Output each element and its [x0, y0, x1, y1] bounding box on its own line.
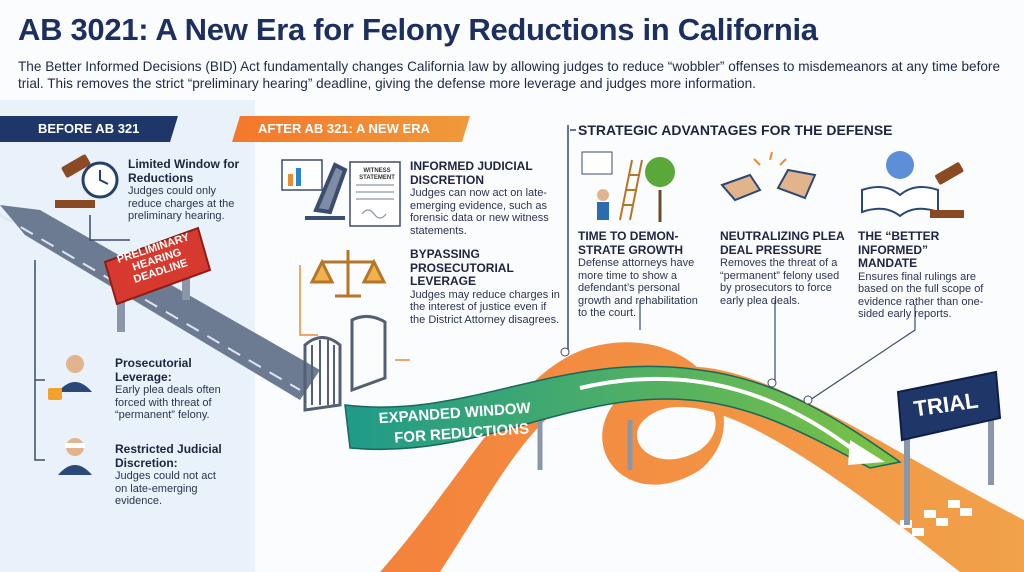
road-lines — [0, 214, 301, 391]
item-title: Limited Window for Reductions — [128, 157, 240, 185]
item-text: Defense attorneys have more time to show… — [578, 257, 698, 319]
lock-icon — [48, 388, 62, 400]
advantages-title: STRATEGIC ADVANTAGES FOR THE DEFENSE — [578, 122, 893, 138]
title: AB 3021: A New Era for Felony Reductions… — [18, 12, 818, 47]
old-road — [0, 205, 320, 400]
connector — [639, 300, 916, 401]
item-title: NEUTRALIZING PLEA DEAL PRESSURE — [720, 229, 845, 257]
item-title: BYPASSING PROSECUTORIAL LEVERAGE — [410, 247, 514, 288]
spark-icon — [753, 151, 787, 166]
person-icon — [66, 355, 84, 373]
sign-post — [904, 420, 910, 525]
item-title: INFORMED JUDICIAL DISCRETION — [410, 159, 533, 187]
gavel-icon — [61, 154, 91, 178]
before-panel — [0, 100, 255, 572]
item-text: Early plea deals often forced with threa… — [115, 384, 221, 421]
after-label: AFTER AB 321: A NEW ERA — [258, 121, 430, 136]
connector — [567, 125, 576, 355]
connector-dot — [803, 395, 813, 405]
blindfold — [65, 443, 85, 448]
deadline-sign — [103, 226, 212, 306]
microscope-icon — [305, 162, 348, 220]
scales-icon — [309, 250, 387, 298]
sign-post — [117, 300, 125, 332]
handshake-icon — [720, 168, 817, 202]
ribbon — [344, 365, 902, 469]
ribbon-arrow — [579, 376, 862, 457]
gavel-base — [55, 200, 95, 208]
advantage-item: THE “BETTER INFORMED” MANDATE Ensures fin… — [858, 229, 988, 321]
sign-post — [182, 268, 190, 300]
item-text: Judges can now act on late-emerging evid… — [410, 187, 549, 237]
trial-sign — [896, 370, 1002, 442]
before-item: Limited Window for Reductions Judges coul… — [128, 157, 248, 223]
connector — [34, 215, 130, 461]
clock-hands — [99, 170, 109, 185]
climber-icon — [597, 202, 609, 220]
sign-post — [988, 400, 994, 485]
certificate-icon — [581, 151, 613, 175]
document-lines — [356, 184, 394, 219]
before-label: BEFORE AB 321 — [38, 121, 140, 136]
advantage-item: TIME TO DEMON-STRATE GROWTH Defense attor… — [578, 229, 703, 320]
connector-dot — [560, 347, 570, 357]
gate-bars — [311, 340, 335, 405]
gate — [303, 336, 342, 412]
item-text: Judges could only reduce charges at the … — [128, 185, 235, 222]
chart-icon — [296, 168, 301, 186]
item-title: THE “BETTER INFORMED” MANDATE — [858, 229, 940, 270]
document-label: WITNESS STATEMENT — [359, 168, 395, 181]
before-item: Restricted Judicial Discretion: Judges co… — [115, 442, 230, 508]
item-title: Restricted Judicial Discretion: — [115, 442, 222, 470]
chart-icon — [288, 174, 293, 186]
before-tab — [0, 116, 178, 142]
ladder-icon — [619, 159, 643, 221]
climber-icon — [597, 189, 609, 201]
ribbon-arrowhead — [848, 440, 885, 465]
after-item: INFORMED JUDICIAL DISCRETION Judges can n… — [410, 159, 560, 237]
brain-icon — [886, 151, 914, 179]
gate — [350, 315, 387, 393]
item-text: Ensures final rulings are based on the f… — [858, 270, 984, 321]
item-title: TIME TO DEMON-STRATE GROWTH — [578, 229, 684, 257]
after-tab — [232, 116, 470, 142]
advantage-item: NEUTRALIZING PLEA DEAL PRESSURE Removes t… — [720, 229, 845, 307]
item-text: Removes the threat of a “permanent” felo… — [720, 257, 840, 307]
subtitle: The Better Informed Decisions (BID) Act … — [18, 59, 1001, 91]
item-title: Prosecutorial Leverage: — [115, 356, 192, 384]
item-text: Judges may reduce charges in the interes… — [410, 288, 560, 326]
before-item: Prosecutorial Leverage: Early plea deals … — [115, 356, 230, 422]
item-text: Judges could not act on late-emerging ev… — [115, 470, 216, 507]
book-icon — [861, 185, 939, 218]
person-body — [58, 382, 92, 392]
gavel-icon — [935, 162, 964, 185]
judge-body — [58, 465, 92, 475]
connector-dot — [767, 378, 777, 388]
tree-icon — [645, 157, 675, 187]
connector — [299, 265, 410, 361]
after-item: BYPASSING PROSECUTORIAL LEVERAGE Judges m… — [410, 247, 560, 326]
gavel-base — [930, 210, 964, 218]
